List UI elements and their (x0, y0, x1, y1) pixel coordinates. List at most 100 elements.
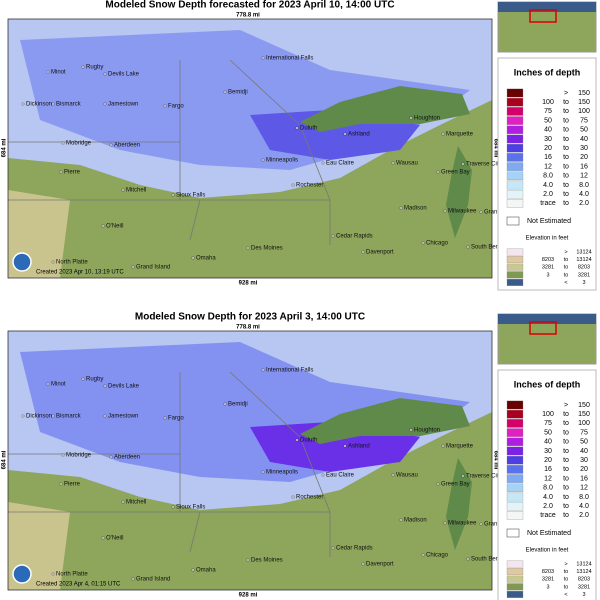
legend-text: 3281 (578, 584, 590, 590)
city-marker (443, 521, 447, 525)
city-label: Minot (51, 382, 66, 388)
city-label: Grand Island (136, 265, 170, 271)
city-label: Green Bay (441, 170, 470, 176)
legend-swatch (506, 97, 524, 107)
city-label: Bemidji (228, 90, 248, 96)
legend-text: 12 (544, 163, 552, 170)
city-label: Omaha (196, 256, 216, 262)
legend-text: 3 (546, 584, 549, 590)
legend-text: 30 (580, 457, 588, 464)
legend-text: 20 (580, 466, 588, 473)
city-marker (246, 246, 250, 250)
city-label: International Falls (266, 368, 313, 374)
legend-text: 12 (580, 173, 588, 180)
legend-text: > (564, 402, 568, 409)
city-marker (436, 482, 440, 486)
city-label: Fargo (168, 416, 184, 422)
city-marker (103, 414, 107, 418)
city-label: Milwaukee (448, 521, 477, 527)
city-label: Eau Claire (326, 473, 355, 479)
legend-text: < (564, 592, 567, 598)
legend-text: to (564, 569, 569, 575)
legend-swatch (506, 428, 524, 437)
city-label: Traverse City (466, 162, 501, 168)
noaa-logo (12, 252, 32, 272)
city-marker (261, 158, 265, 162)
city-label: Madison (404, 206, 427, 212)
city-marker (409, 428, 413, 432)
city-label: Wausau (396, 161, 418, 167)
legend-text: to (563, 466, 569, 473)
legend-text: 3 (582, 592, 585, 598)
legend-text: to (563, 173, 569, 180)
city-label: Davenport (366, 562, 394, 568)
city-label: South Bend (471, 557, 502, 563)
city-marker (21, 414, 25, 418)
legend-text: 13124 (576, 561, 591, 567)
legend-text: to (563, 200, 569, 207)
legend-text: to (563, 420, 569, 427)
legend-text: to (563, 182, 569, 189)
city-marker (295, 126, 299, 130)
elevation-title: Elevation in feet (526, 548, 569, 554)
legend-text: to (563, 439, 569, 446)
legend-swatch (506, 409, 524, 419)
city-label: Bismarck (56, 102, 82, 108)
elevation-title: Elevation in feet (526, 236, 569, 242)
city-label: Aberdeen (114, 143, 140, 149)
legend-text: 13124 (576, 257, 591, 263)
city-label: Madison (404, 518, 427, 524)
city-marker (399, 206, 403, 210)
legend-text: > (564, 90, 568, 97)
city-label: Rugby (86, 377, 103, 383)
city-marker (343, 132, 347, 136)
legend-text: 8.0 (543, 485, 553, 492)
city-marker (361, 250, 365, 254)
legend-swatch (506, 501, 524, 511)
legend-text: 50 (544, 429, 552, 436)
legend-text: to (563, 429, 569, 436)
city-marker (361, 562, 365, 566)
lake-superior (300, 398, 470, 444)
legend-text: < (564, 280, 567, 286)
created: Created 2023 Apr 10, 13:19 UTC (36, 270, 124, 276)
city-marker (443, 209, 447, 213)
city-marker (479, 210, 483, 214)
city-marker (59, 482, 63, 486)
legend-text: 50 (580, 439, 588, 446)
city-label: International Falls (266, 56, 313, 62)
city-marker (291, 495, 295, 499)
legend-swatch (506, 271, 524, 279)
legend-swatch (506, 583, 524, 591)
city-marker (223, 402, 227, 406)
legend-text: 40 (544, 439, 552, 446)
legend-text: 2.0 (579, 512, 589, 519)
city-label: Minot (51, 70, 66, 76)
legend-swatch (506, 134, 524, 144)
legend-text: to (564, 577, 569, 583)
legend-text: to (563, 117, 569, 124)
map (7, 330, 493, 591)
legend-text: 100 (578, 108, 590, 115)
inset-ocean (498, 2, 596, 12)
legend-swatch (506, 483, 524, 493)
legend-text: to (564, 257, 569, 263)
map-frame (7, 18, 493, 279)
legend-text: 40 (580, 448, 588, 455)
legend-text: to (563, 108, 569, 115)
city-marker (421, 553, 425, 557)
city-label: Bismarck (56, 414, 82, 420)
city-marker (131, 577, 135, 581)
city-marker (59, 170, 63, 174)
legend: Inches of depth > 150 100 to 150 75 to 100 50 to 75… (497, 313, 597, 600)
legend-text: 100 (578, 420, 590, 427)
not-estimated-swatch (506, 216, 520, 226)
legend-text: 75 (580, 429, 588, 436)
scale-bottom: 928 mi (239, 281, 258, 287)
legend-text: 75 (544, 420, 552, 427)
legend-text: trace (540, 200, 556, 207)
legend-title: Inches of depth (514, 67, 581, 77)
city-marker (109, 455, 113, 459)
city-label: Pierre (64, 482, 81, 488)
legend-title: Inches of depth (514, 379, 581, 389)
